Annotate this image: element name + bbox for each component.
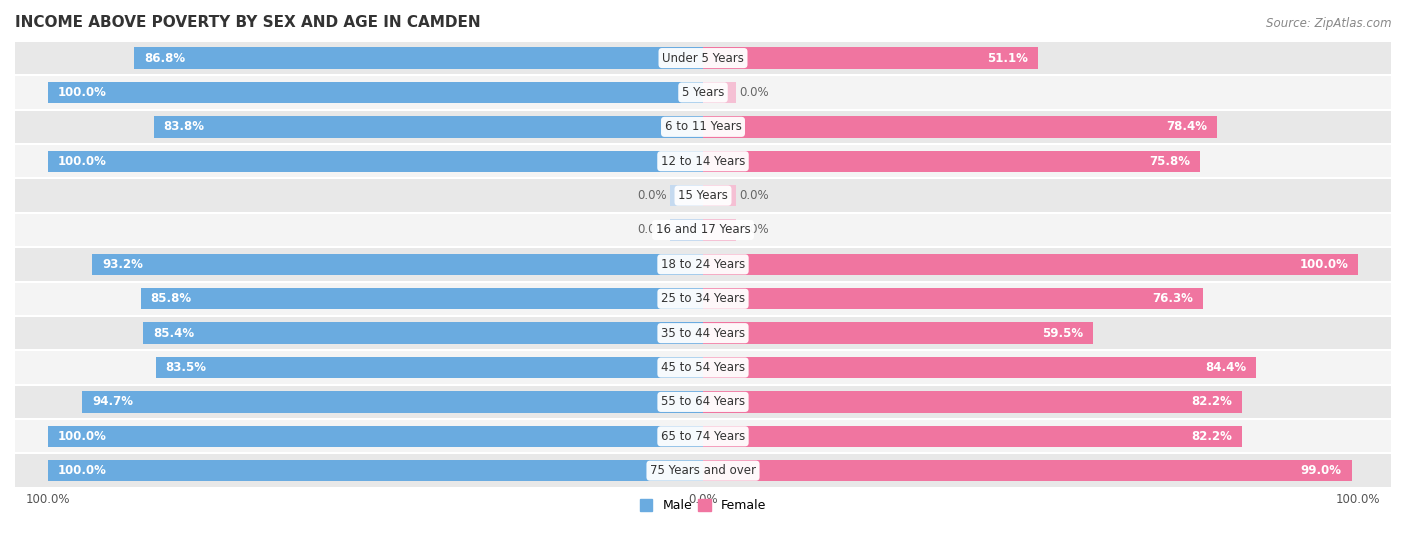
Bar <box>15 316 1391 350</box>
Text: 45 to 54 Years: 45 to 54 Years <box>661 361 745 374</box>
Text: 85.8%: 85.8% <box>150 292 191 305</box>
Bar <box>15 419 1391 453</box>
Text: 83.8%: 83.8% <box>163 120 205 134</box>
Text: 6 to 11 Years: 6 to 11 Years <box>665 120 741 134</box>
Text: 100.0%: 100.0% <box>58 86 107 99</box>
Bar <box>48 82 703 103</box>
Text: 78.4%: 78.4% <box>1166 120 1206 134</box>
Text: 83.5%: 83.5% <box>166 361 207 374</box>
Bar <box>703 219 735 241</box>
Bar <box>703 254 1358 275</box>
Text: 82.2%: 82.2% <box>1191 430 1232 443</box>
Text: 85.4%: 85.4% <box>153 326 194 340</box>
Text: 5 Years: 5 Years <box>682 86 724 99</box>
Bar <box>141 288 703 310</box>
Text: 0.0%: 0.0% <box>740 86 769 99</box>
Text: 0.0%: 0.0% <box>740 189 769 202</box>
Bar <box>671 219 703 241</box>
Text: 93.2%: 93.2% <box>103 258 143 271</box>
Bar <box>143 323 703 344</box>
Text: 65 to 74 Years: 65 to 74 Years <box>661 430 745 443</box>
Legend: Male, Female: Male, Female <box>636 494 770 518</box>
Text: 16 and 17 Years: 16 and 17 Years <box>655 224 751 236</box>
Text: 84.4%: 84.4% <box>1205 361 1246 374</box>
Text: 75.8%: 75.8% <box>1149 155 1189 168</box>
Text: 100.0%: 100.0% <box>1299 258 1348 271</box>
Bar <box>48 150 703 172</box>
Bar <box>15 144 1391 178</box>
Text: 51.1%: 51.1% <box>987 51 1028 65</box>
Text: 100.0%: 100.0% <box>58 155 107 168</box>
Text: 94.7%: 94.7% <box>93 395 134 409</box>
Bar <box>15 453 1391 488</box>
Bar <box>703 425 1241 447</box>
Bar <box>15 385 1391 419</box>
Bar <box>134 48 703 69</box>
Bar <box>703 323 1092 344</box>
Text: 100.0%: 100.0% <box>58 464 107 477</box>
Text: INCOME ABOVE POVERTY BY SEX AND AGE IN CAMDEN: INCOME ABOVE POVERTY BY SEX AND AGE IN C… <box>15 15 481 30</box>
Text: 99.0%: 99.0% <box>1301 464 1341 477</box>
Text: Under 5 Years: Under 5 Years <box>662 51 744 65</box>
Bar <box>15 282 1391 316</box>
Bar <box>15 110 1391 144</box>
Bar <box>15 41 1391 75</box>
Text: 0.0%: 0.0% <box>637 224 666 236</box>
Bar <box>48 460 703 481</box>
Text: 76.3%: 76.3% <box>1153 292 1194 305</box>
Text: 100.0%: 100.0% <box>58 430 107 443</box>
Text: 0.0%: 0.0% <box>740 224 769 236</box>
Bar <box>703 288 1204 310</box>
Text: 35 to 44 Years: 35 to 44 Years <box>661 326 745 340</box>
Bar <box>703 357 1256 378</box>
Text: 82.2%: 82.2% <box>1191 395 1232 409</box>
Bar <box>703 82 735 103</box>
Bar <box>15 75 1391 110</box>
Bar <box>703 116 1216 138</box>
Bar <box>703 391 1241 413</box>
Bar <box>15 213 1391 247</box>
Bar <box>15 178 1391 213</box>
Bar <box>703 185 735 206</box>
Bar <box>703 48 1038 69</box>
Text: 59.5%: 59.5% <box>1042 326 1083 340</box>
Bar <box>156 357 703 378</box>
Text: 15 Years: 15 Years <box>678 189 728 202</box>
Bar <box>48 425 703 447</box>
Text: 0.0%: 0.0% <box>637 189 666 202</box>
Text: 12 to 14 Years: 12 to 14 Years <box>661 155 745 168</box>
Bar <box>153 116 703 138</box>
Text: 55 to 64 Years: 55 to 64 Years <box>661 395 745 409</box>
Text: 25 to 34 Years: 25 to 34 Years <box>661 292 745 305</box>
Bar <box>703 460 1351 481</box>
Bar <box>703 150 1199 172</box>
Text: 86.8%: 86.8% <box>143 51 186 65</box>
Bar <box>93 254 703 275</box>
Text: 75 Years and over: 75 Years and over <box>650 464 756 477</box>
Text: 18 to 24 Years: 18 to 24 Years <box>661 258 745 271</box>
Bar <box>83 391 703 413</box>
Text: Source: ZipAtlas.com: Source: ZipAtlas.com <box>1267 17 1392 30</box>
Bar <box>15 350 1391 385</box>
Bar <box>15 247 1391 282</box>
Bar <box>671 185 703 206</box>
